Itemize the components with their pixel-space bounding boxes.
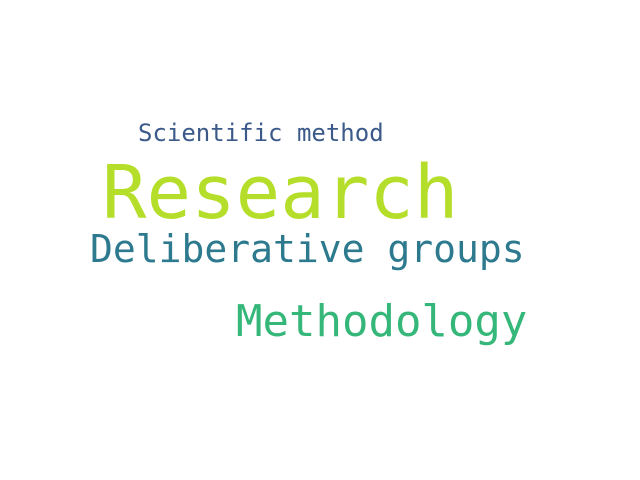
word-research: Research <box>102 150 459 236</box>
word-methodology: Methodology <box>236 296 528 347</box>
word-deliberative-groups: Deliberative groups <box>90 227 525 271</box>
word-scientific-method: Scientific method <box>138 119 384 147</box>
